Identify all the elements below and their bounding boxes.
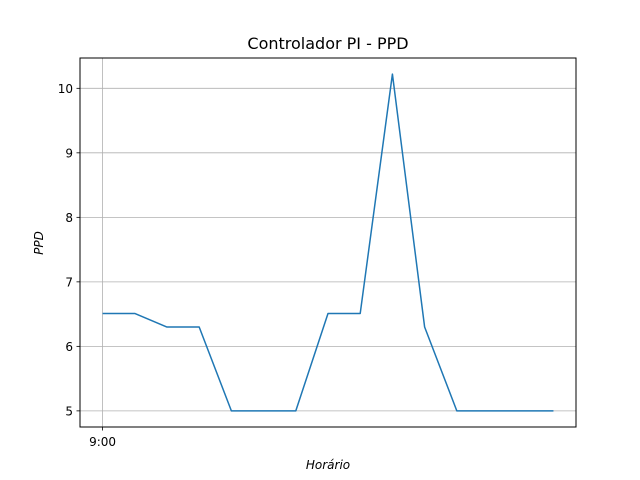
grid [80, 58, 576, 427]
chart-title: Controlador PI - PPD [247, 34, 408, 53]
series-group [102, 73, 554, 412]
y-axis-label: PPD [32, 231, 46, 255]
y-tick-label: 5 [65, 404, 73, 418]
x-axis-ticks: 9:00 [89, 427, 116, 449]
y-tick-label: 8 [65, 211, 73, 225]
y-tick-label: 7 [65, 275, 73, 289]
y-tick-label: 6 [65, 340, 73, 354]
x-tick-label: 9:00 [89, 435, 116, 449]
y-tick-label: 10 [58, 82, 73, 96]
y-axis-ticks: 5 6 7 8 9 10 [58, 82, 80, 418]
x-axis-label: Horário [306, 458, 350, 472]
y-tick-label: 9 [65, 146, 73, 160]
series-line [102, 73, 554, 412]
plot-frame [79, 57, 577, 428]
